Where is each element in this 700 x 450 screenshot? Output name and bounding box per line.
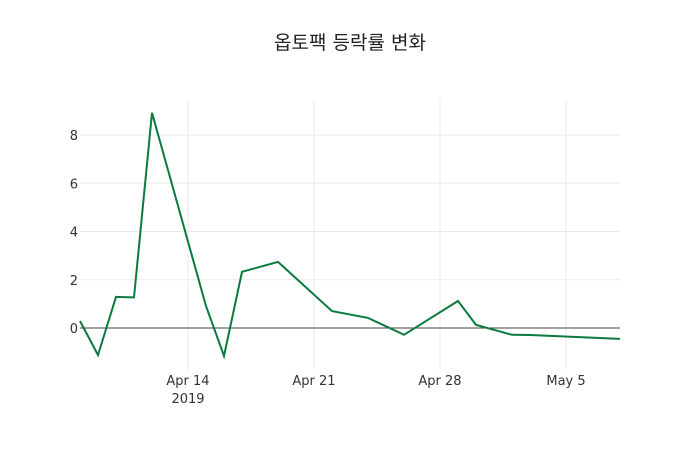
x-tick-label: Apr 21 [292,374,335,389]
gridlines [80,100,620,370]
series-line[interactable] [79,112,621,360]
x-axis-ticks: Apr 14 2019 Apr 21 Apr 28 May 5 [166,374,585,407]
y-tick-label: 4 [70,226,78,241]
y-axis-ticks: 0 2 4 6 8 [70,129,78,337]
chart-title: 옵토팩 등락률 변화 [274,32,426,54]
y-tick-label: 0 [70,322,78,337]
x-tick-label: Apr 14 [166,374,209,389]
x-tick-year-label: 2019 [171,392,204,407]
y-tick-label: 8 [70,129,78,144]
y-tick-label: 2 [70,274,78,289]
y-tick-label: 6 [70,177,78,192]
x-tick-label: May 5 [546,374,585,389]
x-tick-label: Apr 28 [418,374,461,389]
